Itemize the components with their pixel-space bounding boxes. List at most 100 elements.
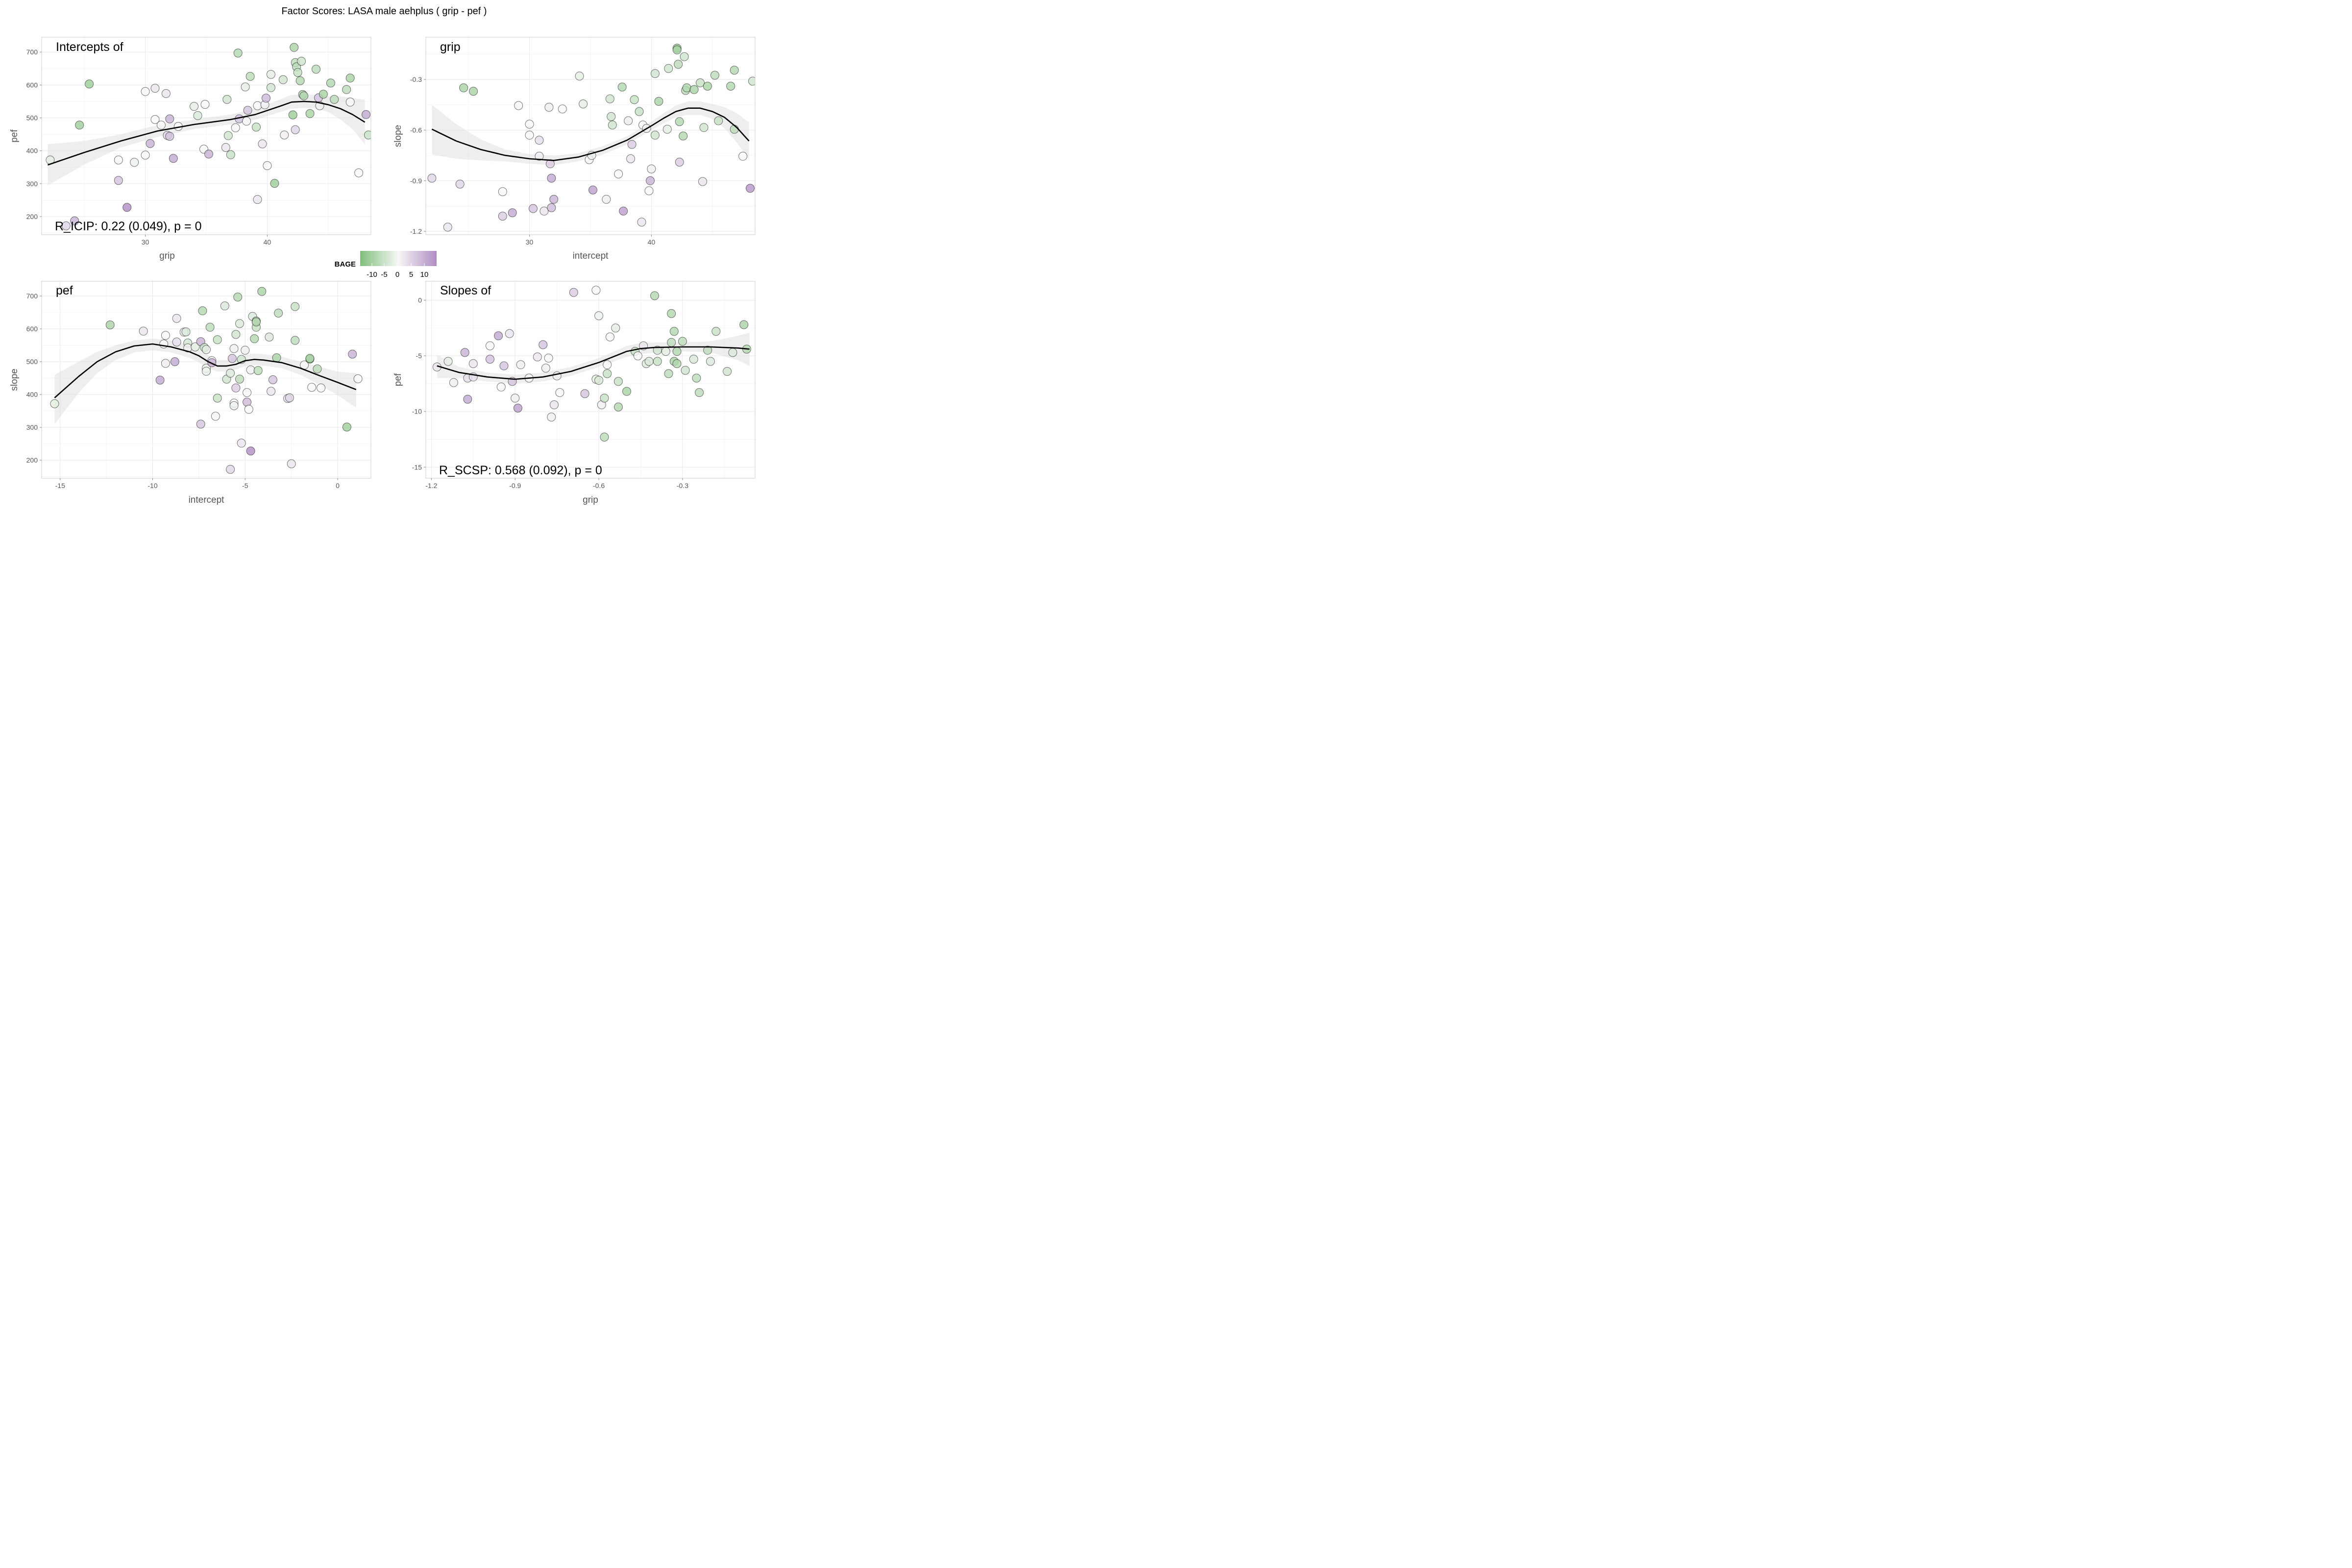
data-point: [486, 341, 494, 350]
data-point: [496, 382, 506, 392]
panel-title: grip: [440, 40, 461, 54]
data-point: [233, 293, 243, 302]
data-point: [650, 69, 660, 78]
data-point: [130, 158, 139, 167]
data-point: [272, 353, 281, 363]
data-point: [662, 124, 672, 134]
x-tick-label: 0: [336, 482, 340, 490]
data-point: [710, 71, 719, 80]
data-point: [267, 387, 276, 396]
data-point: [330, 95, 339, 104]
data-point: [588, 185, 597, 195]
data-point: [307, 383, 317, 392]
y-tick-label: 500: [26, 358, 38, 366]
data-point: [746, 184, 755, 193]
data-point: [605, 332, 614, 342]
y-tick-label: 200: [26, 213, 38, 220]
colorbar-legend: BAGE -10 -5 0 5 10: [335, 251, 437, 279]
y-tick-label: 700: [26, 292, 38, 300]
y-tick-label: -10: [412, 408, 422, 416]
data-point: [299, 91, 309, 100]
y-tick-label: -15: [412, 463, 422, 471]
points-layer: [432, 286, 751, 441]
data-point: [460, 348, 469, 357]
data-point: [345, 74, 355, 83]
data-point: [291, 336, 300, 345]
data-point: [674, 60, 683, 69]
data-point: [603, 369, 612, 378]
data-point: [235, 374, 244, 384]
data-point: [594, 311, 604, 320]
data-point: [591, 286, 601, 295]
colorbar-tick-label: -5: [381, 270, 387, 279]
data-point: [614, 170, 623, 178]
data-point: [455, 179, 465, 189]
data-point: [305, 109, 315, 118]
data-point: [172, 314, 181, 323]
panel-border: [425, 37, 756, 235]
data-point: [569, 288, 578, 297]
data-point: [664, 369, 673, 378]
y-tick-label: 300: [26, 180, 38, 188]
data-point: [498, 187, 507, 196]
data-point: [161, 331, 170, 340]
data-point: [220, 301, 229, 311]
data-point: [669, 327, 679, 336]
data-point: [161, 89, 171, 98]
data-point: [156, 121, 166, 130]
y-tick-label: 0: [418, 296, 422, 304]
data-point: [535, 151, 544, 161]
data-point: [190, 102, 199, 111]
data-point: [318, 90, 328, 99]
data-point: [544, 353, 553, 363]
y-tick-label: 400: [26, 391, 38, 398]
data-point: [161, 359, 170, 368]
data-point: [317, 383, 326, 392]
data-point: [227, 354, 237, 363]
data-point: [150, 84, 160, 93]
data-point: [613, 377, 623, 386]
data-point: [678, 337, 687, 346]
data-point: [193, 111, 202, 120]
data-point: [280, 130, 289, 140]
data-point: [698, 177, 707, 186]
data-point: [114, 155, 123, 165]
x-tick-label: -15: [55, 482, 65, 490]
data-point: [630, 95, 639, 104]
smooth-confidence-band: [54, 339, 356, 424]
data-point: [246, 446, 255, 456]
data-point: [605, 94, 614, 103]
data-point: [293, 68, 302, 77]
colorbar-tick-label: 0: [395, 270, 399, 279]
data-point: [637, 218, 646, 227]
y-axis-label: pef: [9, 129, 20, 143]
data-point: [650, 291, 659, 300]
data-point: [266, 70, 275, 79]
data-point: [594, 376, 604, 385]
data-point: [575, 72, 584, 81]
x-tick-label: -0.9: [509, 482, 521, 490]
data-point: [539, 340, 548, 349]
data-point: [617, 82, 627, 92]
data-point: [667, 309, 676, 318]
data-point: [539, 206, 549, 216]
y-tick-label: -5: [416, 352, 422, 360]
data-point: [580, 389, 589, 398]
data-point: [288, 110, 297, 120]
data-point: [150, 115, 160, 124]
data-point: [169, 154, 178, 163]
data-point: [165, 114, 174, 123]
data-point: [600, 393, 609, 403]
data-point: [664, 64, 673, 73]
data-point: [348, 349, 357, 359]
data-point: [172, 338, 181, 346]
data-point: [505, 329, 514, 338]
data-point: [170, 357, 179, 367]
data-point: [644, 186, 654, 196]
data-point: [633, 351, 642, 361]
data-point: [682, 83, 691, 93]
data-point: [533, 352, 542, 362]
data-point: [287, 459, 296, 468]
colorbar-tick-label: 5: [409, 270, 413, 279]
data-point: [547, 203, 556, 212]
